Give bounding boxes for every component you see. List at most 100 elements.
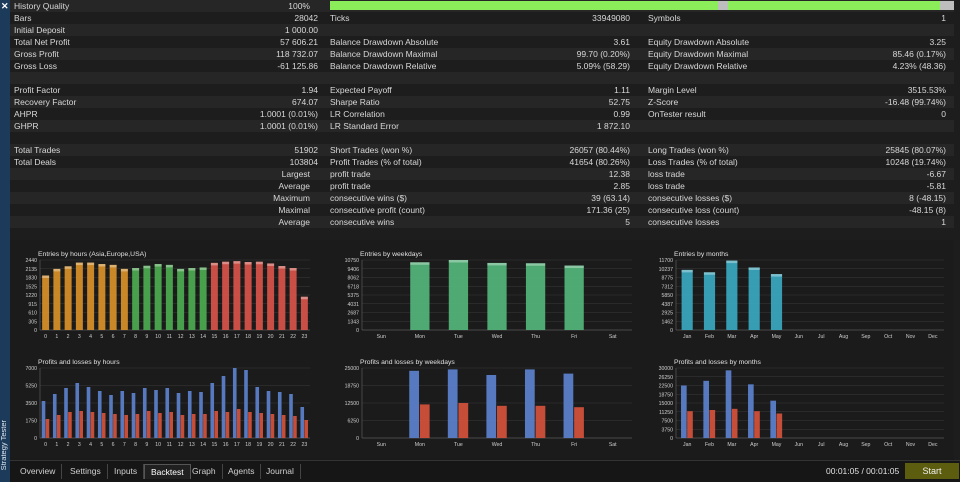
bar-highlight <box>525 263 546 266</box>
y-tick-label: 22500 <box>659 384 674 390</box>
stats-row: Total Trades 51902 Short Trades (won %) 260… <box>10 144 954 156</box>
stat-value: 0.99 <box>613 109 630 119</box>
x-tick-label: Tue <box>454 334 463 340</box>
y-tick-label: 7000 <box>25 366 37 372</box>
y-tick-label: 0 <box>34 436 37 442</box>
vertical-scrollbar[interactable] <box>954 0 960 460</box>
bar <box>300 407 305 438</box>
bar-highlight <box>448 260 469 263</box>
stat-label: Sharpe Ratio <box>330 97 380 107</box>
stat-value: 171.36 (25) <box>586 205 630 215</box>
y-tick-label: 0 <box>356 436 359 442</box>
y-tick-label: 1830 <box>25 276 37 282</box>
bar <box>770 274 783 330</box>
bar <box>487 262 507 330</box>
y-tick-label: 0 <box>356 328 359 334</box>
bar <box>293 416 297 438</box>
stat-label: Average <box>278 181 310 191</box>
bar <box>75 262 83 330</box>
bar <box>97 391 102 438</box>
stat-value: 1.0001 (0.01%) <box>259 109 318 119</box>
y-tick-label: 18750 <box>659 392 674 398</box>
x-tick-label: 11 <box>167 334 172 340</box>
y-tick-label: 2440 <box>25 258 37 264</box>
stat-value: 99.70 (0.20%) <box>576 49 630 59</box>
stat-label: Equity Drawdown Maximal <box>648 49 749 59</box>
bar <box>180 415 185 438</box>
bar <box>146 411 151 438</box>
stat-label: Expected Payoff <box>330 85 392 95</box>
stat-value: 1.11 <box>614 85 630 95</box>
tab-backtest[interactable]: Backtest <box>144 464 191 479</box>
tab-settings[interactable]: Settings <box>64 464 108 479</box>
bar <box>748 384 754 438</box>
x-tick-label: 14 <box>200 334 206 340</box>
bar <box>154 264 162 330</box>
y-tick-label: 0 <box>670 328 673 334</box>
bar <box>165 388 170 438</box>
bar <box>754 411 760 438</box>
bar <box>524 369 535 438</box>
stat-value: 3.61 <box>613 37 630 47</box>
bar <box>410 262 430 330</box>
x-tick-label: 1 <box>55 442 58 448</box>
tab-overview[interactable]: Overview <box>14 464 63 479</box>
bar <box>187 391 192 438</box>
stat-label: Loss Trades (% of total) <box>648 157 738 167</box>
stat-value: 85.46 (0.17%) <box>892 49 946 59</box>
bar-highlight <box>98 264 106 267</box>
tab-inputs[interactable]: Inputs <box>108 464 145 479</box>
x-tick-label: 2 <box>67 442 70 448</box>
bar <box>109 264 117 330</box>
stat-value: 4.23% (48.36) <box>892 61 946 71</box>
x-tick-label: 16 <box>223 334 229 340</box>
x-tick-label: 4 <box>89 334 92 340</box>
bar <box>109 395 113 438</box>
x-tick-label: Jun <box>795 334 803 340</box>
x-tick-label: Jun <box>795 442 803 448</box>
stat-value: 25845 (80.07%) <box>885 145 947 155</box>
bar <box>188 268 196 330</box>
close-icon[interactable]: ✕ <box>1 1 9 11</box>
stat-label: Maximal <box>278 205 310 215</box>
stat-label: Total Deals <box>14 157 57 167</box>
y-tick-label: 2687 <box>347 311 359 317</box>
bar <box>233 261 241 330</box>
bar <box>135 414 140 438</box>
stat-value: 39 (63.14) <box>591 193 630 203</box>
bar-highlight <box>267 263 275 266</box>
x-tick-label: 23 <box>301 334 307 340</box>
bar <box>574 407 584 438</box>
y-tick-label: 1525 <box>25 284 37 290</box>
stat-value: 12.38 <box>608 169 630 179</box>
x-tick-label: 23 <box>301 442 307 448</box>
start-button[interactable]: Start <box>905 463 959 479</box>
x-tick-label: Jan <box>683 334 691 340</box>
x-tick-label: Feb <box>705 442 714 448</box>
tab-journal[interactable]: Journal <box>260 464 301 479</box>
x-tick-label: Oct <box>884 334 893 340</box>
bar <box>248 412 252 438</box>
stats-row: Initial Deposit 1 000.00 <box>10 24 954 36</box>
stat-value: 674.07 <box>292 97 318 107</box>
bar <box>563 373 574 438</box>
stat-value: 3.25 <box>929 37 946 47</box>
x-tick-label: Mar <box>727 442 736 448</box>
x-tick-label: Dec <box>928 442 938 448</box>
y-tick-label: 4387 <box>661 302 673 308</box>
y-tick-label: 30000 <box>659 366 674 372</box>
x-tick-label: 17 <box>234 442 240 448</box>
x-tick-label: Mon <box>415 334 425 340</box>
y-tick-label: 0 <box>34 328 37 334</box>
bar-highlight <box>255 261 263 265</box>
bar-highlight <box>770 274 783 277</box>
bar <box>120 391 125 438</box>
y-tick-label: 10750 <box>345 258 360 264</box>
tab-graph[interactable]: Graph <box>186 464 223 479</box>
x-tick-label: Jul <box>818 442 825 448</box>
stat-value: 5 <box>625 217 630 227</box>
y-tick-label: 1462 <box>661 319 673 325</box>
tab-agents[interactable]: Agents <box>222 464 262 479</box>
x-tick-label: Sat <box>609 334 617 340</box>
bar <box>225 412 230 438</box>
